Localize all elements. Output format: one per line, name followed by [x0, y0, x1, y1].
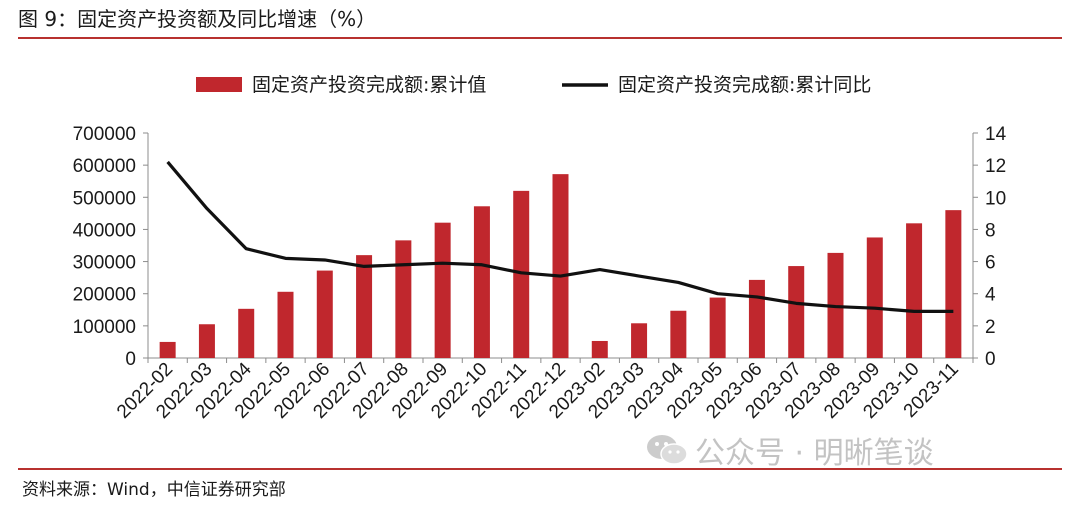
bar: [238, 308, 255, 358]
top-divider: [18, 37, 1062, 39]
bar: [434, 222, 451, 358]
bar: [748, 279, 765, 358]
bar: [945, 210, 962, 358]
bar: [670, 310, 687, 358]
legend-label-line: 固定资产投资完成额:累计同比: [618, 74, 871, 96]
bar: [277, 291, 294, 358]
y-right-tick-label: 8: [985, 220, 996, 241]
watermark: 公众号 · 明晰笔谈: [645, 430, 934, 471]
y-right-tick-label: 6: [985, 253, 996, 274]
wechat-icon: [647, 435, 688, 465]
y-right-tick-label: 0: [985, 349, 996, 370]
y-right-tick-label: 14: [985, 124, 1007, 145]
y-left-tick-label: 0: [125, 349, 136, 370]
bar: [159, 341, 176, 358]
chart: 0 100000 200000 300000 400000 500000 600000 700…: [73, 74, 1007, 423]
bar: [473, 206, 490, 358]
bar: [395, 240, 412, 358]
y-right-tick-label: 10: [985, 188, 1006, 209]
y-right-tick-label: 2: [985, 317, 996, 338]
bar: [709, 297, 726, 358]
bar: [513, 190, 530, 358]
source-note: 资料来源：Wind，中信证券研究部: [22, 480, 286, 500]
y-left-tick-label: 400000: [73, 220, 136, 241]
bar: [552, 174, 569, 358]
y-left-tick-label: 300000: [73, 253, 136, 274]
y-left-tick-label: 700000: [73, 124, 136, 145]
bar: [356, 255, 373, 358]
y-left-tick-label: 200000: [73, 285, 136, 306]
bar: [906, 223, 923, 358]
y-left-tick-label: 500000: [73, 188, 136, 209]
bar: [788, 266, 805, 358]
bar: [866, 237, 883, 358]
y-left-tick-label: 600000: [73, 156, 136, 177]
y-right-tick-label: 12: [985, 156, 1006, 177]
chart-title: 图 9：固定资产投资额及同比增速（%）: [18, 7, 377, 31]
y-right-tick-label: 4: [985, 285, 996, 306]
bar: [316, 270, 333, 358]
watermark-text: 公众号 · 明晰笔谈: [695, 436, 934, 471]
legend-label-bar: 固定资产投资完成额:累计值: [252, 74, 486, 96]
bar: [198, 324, 215, 358]
legend-swatch-bar: [196, 77, 242, 92]
bar: [591, 340, 608, 358]
y-left-tick-label: 100000: [73, 317, 136, 338]
bar: [631, 323, 648, 358]
bottom-divider: [18, 468, 1062, 470]
